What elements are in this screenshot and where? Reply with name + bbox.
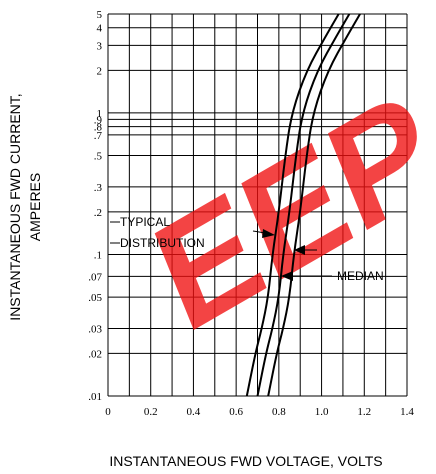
upper-bound-curve bbox=[267, 13, 361, 397]
x-tick-label: 0.6 bbox=[229, 406, 243, 418]
median-curve bbox=[256, 13, 351, 397]
y-tick-label: 2 bbox=[97, 65, 103, 77]
y-tick-label: .1 bbox=[94, 249, 102, 261]
y-tick-label: .07 bbox=[88, 271, 102, 283]
y-tick-label: .8 bbox=[94, 122, 103, 134]
y-tick-label: 1 bbox=[97, 108, 103, 120]
x-tick-label: 1.2 bbox=[357, 406, 371, 418]
x-tick-label: 1.0 bbox=[315, 406, 329, 418]
y-tick-label: .03 bbox=[88, 323, 102, 335]
tick-labels: .01 .02 .03 .05 .07 .1 .2 .3 .5 .7.8.91 2 3 4 5 0 0.2 0.… bbox=[88, 9, 414, 418]
y-tick-label: .9 bbox=[94, 114, 103, 126]
grid bbox=[107, 13, 408, 397]
y-tick-label: .3 bbox=[94, 182, 103, 194]
x-axis-title: INSTANTANEOUS FWD VOLTAGE, VOLTS bbox=[109, 453, 382, 469]
typical-label: TYPICAL bbox=[120, 215, 170, 229]
y-tick-label: 3 bbox=[97, 40, 103, 52]
y-axis-title-line1: INSTANTANEOUS FWD CURRENT, bbox=[7, 93, 23, 320]
median-arrow-head bbox=[281, 271, 293, 281]
x-tick-label: 0.4 bbox=[187, 406, 201, 418]
y-tick-label: 4 bbox=[97, 23, 103, 35]
x-tick-label: 0.8 bbox=[272, 406, 286, 418]
distribution-arrow-head bbox=[294, 245, 305, 255]
distribution-label: DISTRIBUTION bbox=[120, 236, 205, 250]
x-tick-label: 0.2 bbox=[144, 406, 158, 418]
annotations: TYPICAL DISTRIBUTION MEDIAN bbox=[110, 215, 384, 283]
y-tick-label: .7 bbox=[94, 130, 103, 142]
y-tick-label: .01 bbox=[88, 391, 102, 403]
y-tick-label: .2 bbox=[94, 207, 102, 219]
y-tick-label: .05 bbox=[88, 292, 102, 304]
median-label: MEDIAN bbox=[337, 269, 384, 283]
series-curves bbox=[245, 13, 361, 397]
typical-arrow-head bbox=[262, 229, 275, 238]
y-tick-label: 5 bbox=[97, 9, 103, 21]
y-tick-label: .02 bbox=[88, 348, 102, 360]
lower-bound-curve bbox=[245, 13, 340, 397]
y-tick-label: .5 bbox=[94, 151, 103, 163]
x-tick-label: 0 bbox=[105, 406, 111, 418]
y-axis-title-line2: AMPERES bbox=[27, 173, 43, 241]
x-tick-label: 1.4 bbox=[400, 406, 414, 418]
